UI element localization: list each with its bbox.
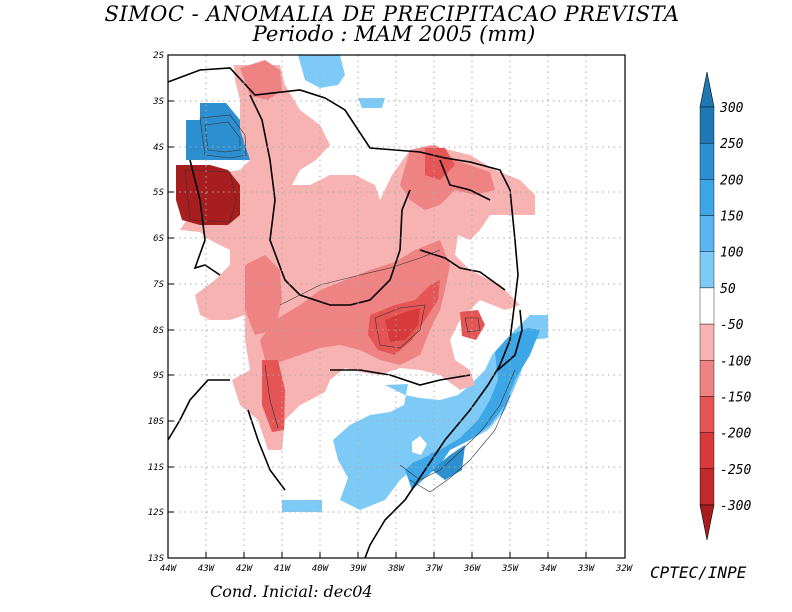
colorbar-bottom-arrow xyxy=(699,504,715,541)
lat-label: 13S xyxy=(148,554,165,564)
lon-label: 42W xyxy=(236,564,254,574)
lat-label: 12S xyxy=(148,508,165,518)
colorbar-label: -200 xyxy=(720,427,751,442)
lat-label: 7S xyxy=(153,280,164,290)
colorbar-segment xyxy=(699,287,715,325)
lon-label: 35W xyxy=(501,564,520,574)
lat-label: 10S xyxy=(148,417,165,427)
lon-label: 43W xyxy=(198,564,216,574)
colorbar-segment xyxy=(699,179,715,216)
lat-label: 4S xyxy=(153,143,164,153)
colorbar-label: 50 xyxy=(720,282,736,297)
lat-label: 8S xyxy=(153,326,164,336)
lon-label: 37W xyxy=(425,564,444,574)
lat-label: 2S xyxy=(153,51,164,61)
positive-anomaly-region-nw xyxy=(186,103,252,160)
colorbar-segment xyxy=(699,323,715,361)
colorbar-label: 200 xyxy=(720,173,744,188)
colorbar-label: 150 xyxy=(720,210,744,225)
colorbar-label: -50 xyxy=(720,318,744,333)
colorbar-label: -150 xyxy=(720,390,751,405)
lon-label: 36W xyxy=(463,564,482,574)
colorbar: 300 250 200 150 100 50 -50 -100 -150 -200 -250 -300 xyxy=(699,71,751,541)
colorbar-label: -300 xyxy=(720,499,751,514)
colorbar-segment xyxy=(699,106,715,144)
colorbar-segment xyxy=(699,432,715,470)
initial-condition-label: Cond. Inicial: dec04 xyxy=(210,582,373,601)
positive-anomaly-region-se xyxy=(282,500,322,512)
axis-ticks xyxy=(168,54,587,558)
lat-label: 11S xyxy=(148,463,165,473)
positive-anomaly-hole xyxy=(412,436,427,455)
positive-anomaly-region-top-small xyxy=(358,98,385,108)
colorbar-label: -250 xyxy=(720,463,751,478)
lon-label: 44W xyxy=(160,564,178,574)
colorbar-label: 100 xyxy=(720,246,744,261)
grid-lines xyxy=(168,55,625,558)
colorbar-label: 250 xyxy=(720,137,744,152)
negative-anomaly-region-sw xyxy=(262,360,285,432)
colorbar-segment xyxy=(699,142,715,180)
latitude-labels: 2S 3S 4S 5S 6S 7S 8S 9S 10S 11S 12S 13S xyxy=(148,51,165,564)
lon-label: 32W xyxy=(615,564,634,574)
lon-label: 34W xyxy=(539,564,558,574)
colorbar-segment xyxy=(699,468,715,506)
lon-label: 41W xyxy=(274,564,292,574)
colorbar-segment xyxy=(699,360,715,397)
anomaly-contours xyxy=(184,114,516,493)
negative-anomaly-region-center-dark xyxy=(385,308,420,342)
lon-label: 33W xyxy=(577,564,596,574)
longitude-labels: 44W 43W 42W 41W 40W 39W 38W 37W 36W 35W … xyxy=(160,564,634,574)
lat-label: 5S xyxy=(153,188,164,198)
colorbar-segment xyxy=(699,215,715,252)
negative-anomaly-region-ne-core xyxy=(425,148,455,180)
negative-anomaly-region-west xyxy=(245,255,282,335)
map-plot-area xyxy=(167,55,548,559)
lat-label: 9S xyxy=(153,371,164,381)
map-title: SIMOC - ANOMALIA DE PRECIPITACAO PREVIST… xyxy=(104,2,680,26)
colorbar-segment xyxy=(699,251,715,289)
colorbar-top-arrow xyxy=(699,71,715,108)
lon-label: 38W xyxy=(387,564,406,574)
colorbar-label: 300 xyxy=(719,101,744,116)
coastline xyxy=(167,67,523,559)
map-subtitle: Periodo : MAM 2005 (mm) xyxy=(252,22,536,46)
lat-label: 3S xyxy=(152,97,164,107)
positive-anomaly-region-top xyxy=(298,55,345,88)
negative-anomaly-region-nw-dark xyxy=(176,165,240,225)
credit-label: CPTEC/INPE xyxy=(650,563,747,582)
lon-label: 39W xyxy=(349,564,368,574)
lon-label: 40W xyxy=(312,564,330,574)
positive-anomaly-region-south xyxy=(333,315,548,510)
colorbar-segment xyxy=(699,396,715,433)
positive-anomaly-region-coast xyxy=(405,328,540,490)
colorbar-label: -100 xyxy=(720,354,751,369)
lat-label: 6S xyxy=(153,234,164,244)
